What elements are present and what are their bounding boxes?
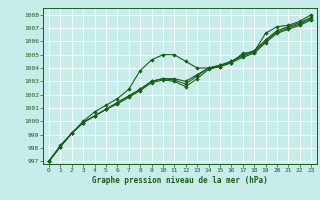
X-axis label: Graphe pression niveau de la mer (hPa): Graphe pression niveau de la mer (hPa) — [92, 176, 268, 185]
